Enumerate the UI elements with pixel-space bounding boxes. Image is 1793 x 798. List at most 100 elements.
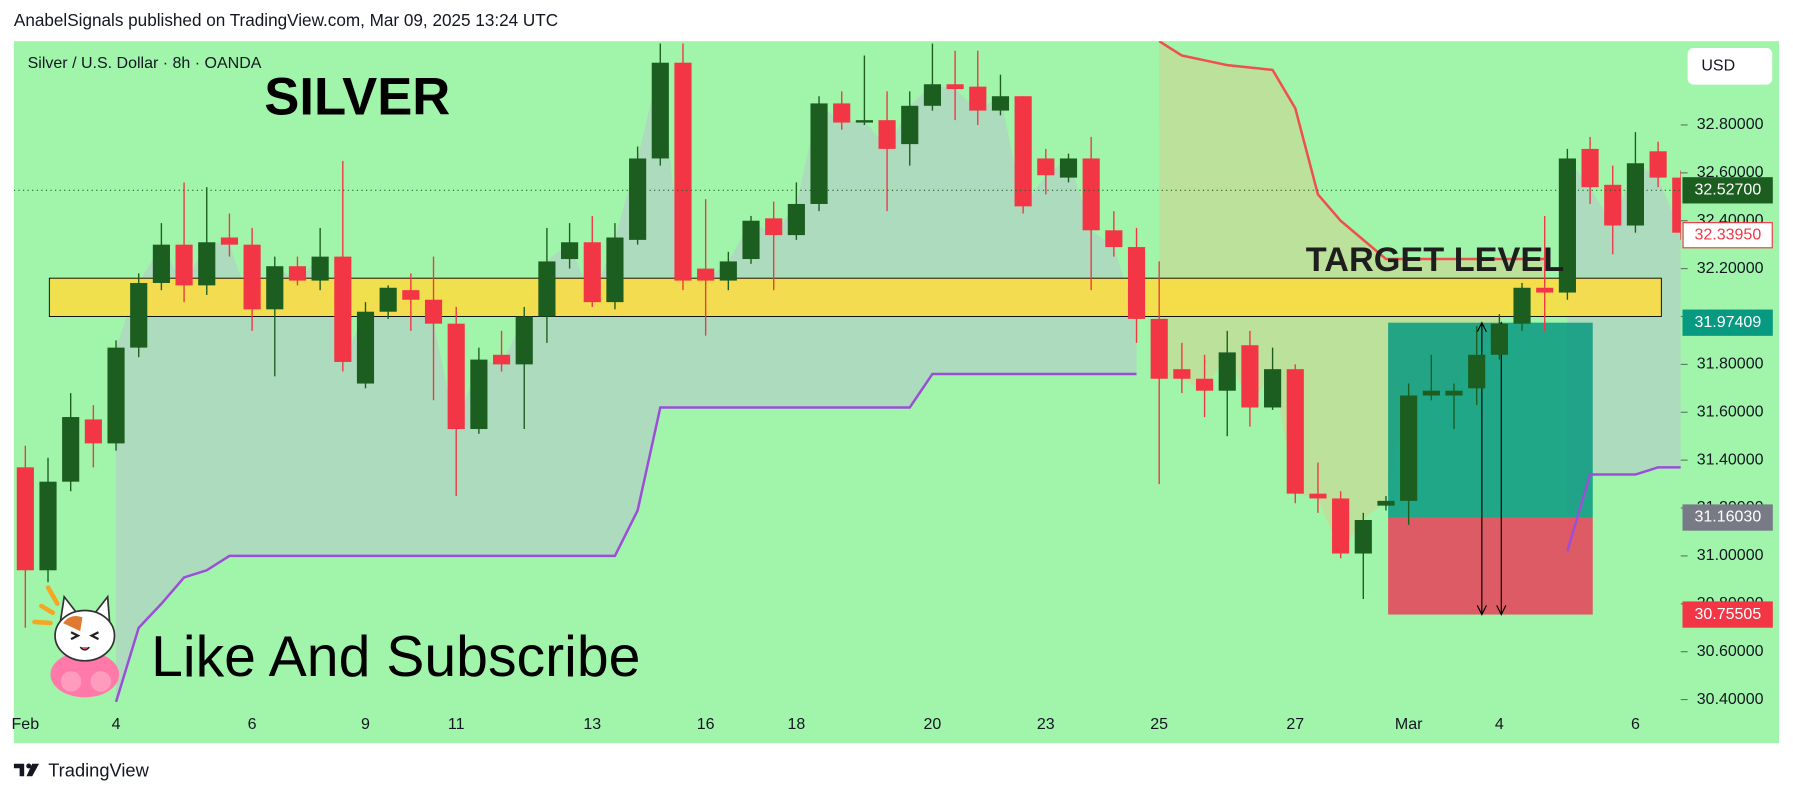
candle-body xyxy=(1558,158,1576,293)
y-tick-label: 32.80000 xyxy=(1697,116,1764,133)
candle-body xyxy=(1195,378,1214,391)
candle-body xyxy=(152,244,170,283)
x-tick-label: Mar xyxy=(1395,716,1423,733)
target-annotation: TARGET LEVEL xyxy=(1306,241,1564,279)
candle-body xyxy=(901,105,919,145)
loss-area xyxy=(1388,517,1593,615)
candle-body xyxy=(697,268,715,281)
candle-body xyxy=(1445,390,1463,396)
chart-subtitle: Silver / U.S. Dollar · 8h · OANDA xyxy=(28,55,262,72)
candle-body xyxy=(1241,345,1259,408)
trend-line xyxy=(1566,466,1681,552)
brand-name: TradingView xyxy=(48,760,149,781)
indicator-lines xyxy=(13,41,1681,702)
candle-body xyxy=(288,266,307,281)
candle-body xyxy=(311,256,329,281)
subscribe-annotation: Like And Subscribe xyxy=(151,625,640,689)
y-tick-label: 31.40000 xyxy=(1697,451,1764,468)
currency-label: USD xyxy=(1701,58,1735,75)
candle-body xyxy=(651,62,669,159)
candle-body xyxy=(583,242,601,303)
candle-body xyxy=(220,237,239,245)
candle-body xyxy=(810,103,828,204)
candle-body xyxy=(1037,158,1055,176)
candle-body xyxy=(1105,230,1123,248)
y-tick-label: 32.20000 xyxy=(1697,260,1764,277)
candle-body xyxy=(719,261,737,281)
candle-body xyxy=(243,244,261,310)
candle-body xyxy=(1422,390,1440,396)
candle-body xyxy=(402,290,420,300)
cat-sticker xyxy=(32,585,120,698)
candle-body xyxy=(1468,354,1486,389)
x-tick-label: 11 xyxy=(448,716,465,733)
candle-body xyxy=(1604,184,1622,226)
candle-body xyxy=(1354,520,1372,554)
candle-body xyxy=(39,481,57,571)
price-label-box xyxy=(1682,177,1773,204)
price-label-box xyxy=(1682,309,1773,336)
price-label: 31.97409 xyxy=(1695,314,1762,331)
y-tick-label: 31.60000 xyxy=(1697,403,1764,420)
candle-body xyxy=(1536,287,1554,293)
target-zone xyxy=(48,277,1662,317)
candle-body xyxy=(1332,498,1350,554)
price-label-box xyxy=(1682,222,1773,249)
candle-body xyxy=(107,347,125,444)
y-tick-label: 31.80000 xyxy=(1697,356,1764,373)
y-tick-label: 30.40000 xyxy=(1697,691,1764,708)
axes: 30.4000030.6000030.8000031.0000031.20000… xyxy=(12,116,1764,733)
trend-line xyxy=(1158,41,1545,261)
candle-body xyxy=(1127,247,1146,319)
candle-body xyxy=(356,311,375,384)
x-tick-label: 4 xyxy=(1495,716,1504,733)
candle-body xyxy=(969,86,987,111)
x-tick-label: 18 xyxy=(787,716,805,733)
x-tick-label: 23 xyxy=(1037,716,1055,733)
price-label-box xyxy=(1682,504,1773,531)
x-tick-label: 6 xyxy=(1631,716,1640,733)
price-labels: 32.52700 32.33950 31.97409 31.16030 30.75505 xyxy=(1682,177,1773,628)
candle-body xyxy=(1264,369,1282,408)
candle-body xyxy=(379,287,397,312)
candle-body xyxy=(1059,158,1078,178)
x-tick-label: 6 xyxy=(248,716,257,733)
zone-layer xyxy=(48,277,1662,317)
candle-body xyxy=(629,158,647,240)
candle-body xyxy=(447,323,465,430)
candle-body xyxy=(561,242,579,260)
candle-body xyxy=(1082,158,1100,231)
brand-logo xyxy=(13,763,40,777)
candle-body xyxy=(674,62,692,281)
trend-line xyxy=(114,372,1137,702)
chart-title: SILVER xyxy=(264,67,450,126)
currency-button[interactable] xyxy=(1687,48,1773,85)
header-text: AnabelSignals published on TradingView.c… xyxy=(14,10,558,30)
candle-body xyxy=(606,237,624,303)
position-layer xyxy=(1388,321,1593,616)
candle-body xyxy=(765,218,783,236)
candle-body xyxy=(1173,369,1191,379)
x-tick-label: 13 xyxy=(583,716,601,733)
candle-body xyxy=(175,244,193,286)
candle-body xyxy=(1513,287,1531,324)
candle-body xyxy=(16,467,34,571)
candle-body xyxy=(198,242,216,286)
candle-body xyxy=(1672,177,1681,233)
trend-fill xyxy=(116,62,1137,702)
x-tick-label: 20 xyxy=(924,716,942,733)
x-tick-label: 16 xyxy=(697,716,715,733)
candle-body xyxy=(946,84,964,90)
candle-body xyxy=(923,84,942,106)
candle-body xyxy=(1377,500,1395,506)
candle-body xyxy=(266,266,284,310)
candle-body xyxy=(1150,318,1168,379)
candle-body xyxy=(538,261,556,317)
candle-body xyxy=(787,203,805,236)
trend-fill xyxy=(1567,158,1681,552)
price-label: 32.33950 xyxy=(1695,226,1762,243)
candle-body xyxy=(62,417,80,482)
candle-body xyxy=(515,316,533,365)
